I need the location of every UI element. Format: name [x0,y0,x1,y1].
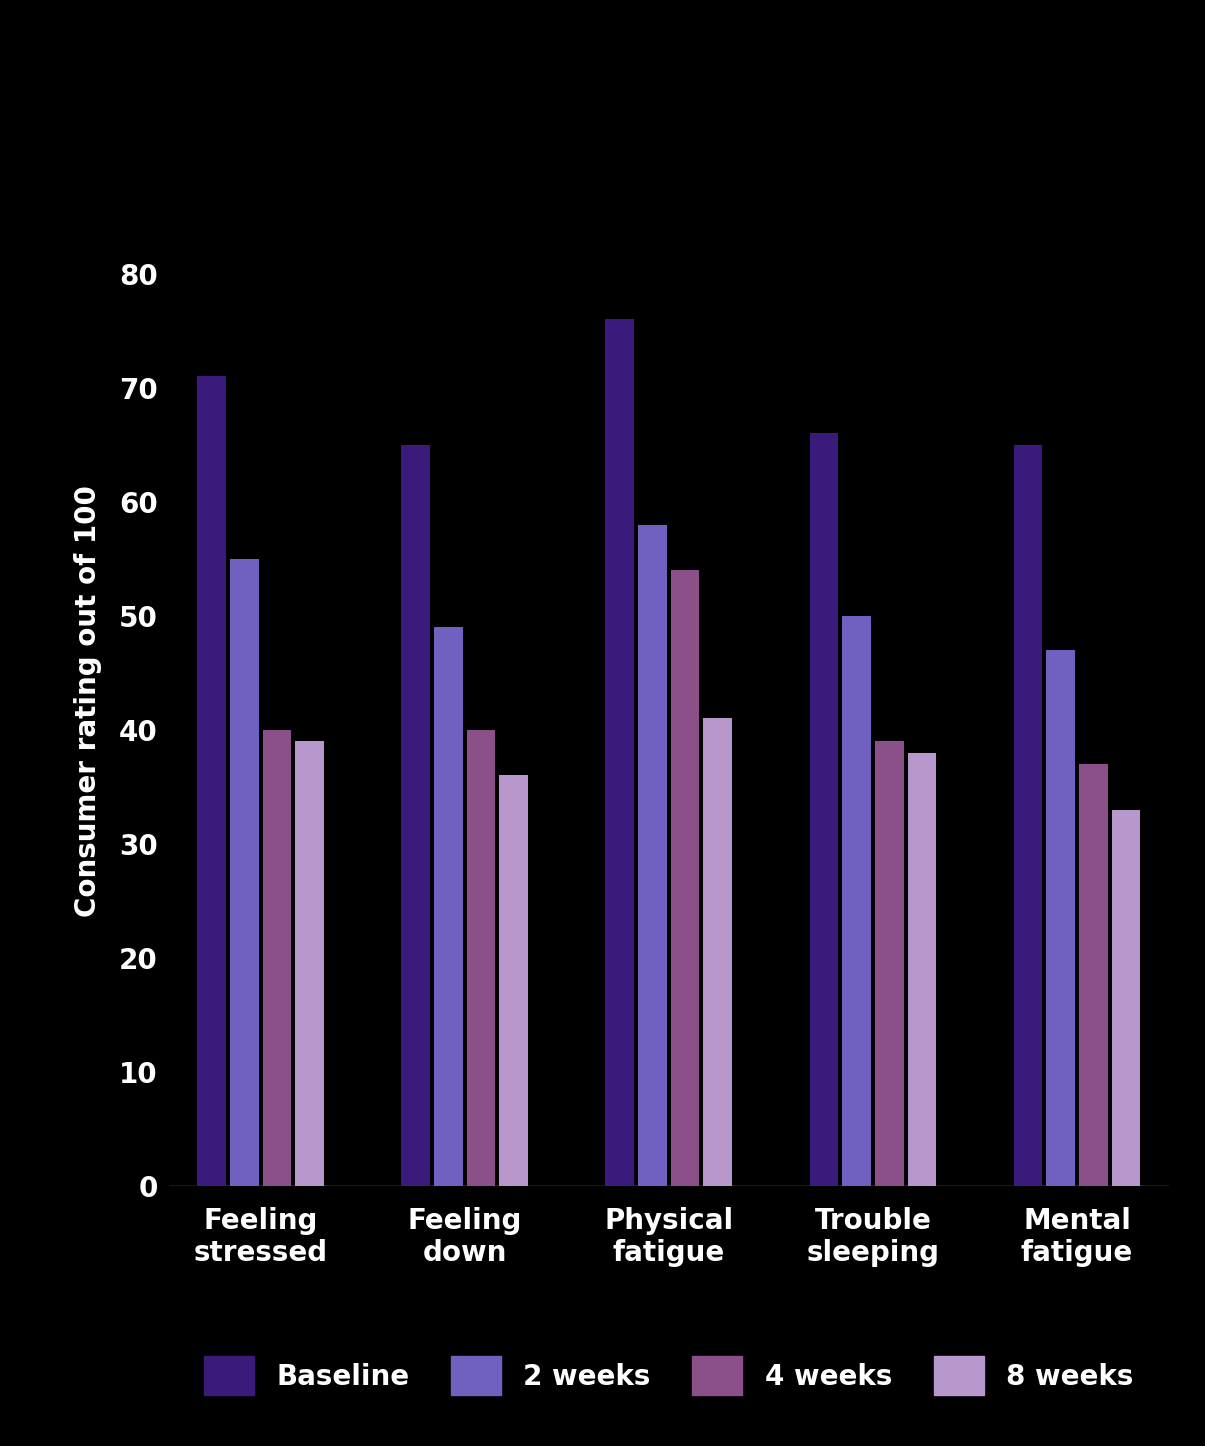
Bar [704,719,733,1186]
Bar [671,570,699,1186]
Bar [401,445,430,1186]
Legend: Baseline, 2 weeks, 4 weeks, 8 weeks: Baseline, 2 weeks, 4 weeks, 8 weeks [193,1345,1145,1407]
Bar [907,752,936,1186]
Bar [466,730,495,1186]
Bar [1046,651,1075,1186]
Y-axis label: Consumer rating out of 100: Consumer rating out of 100 [74,486,102,917]
Bar [499,775,528,1186]
Bar [810,434,839,1186]
Bar [842,616,871,1186]
Bar [1013,445,1042,1186]
Bar [1112,810,1140,1186]
Bar [295,742,324,1186]
Bar [605,320,634,1186]
Bar [198,376,225,1186]
Bar [230,558,259,1186]
Bar [434,628,463,1186]
Bar [639,525,666,1186]
Bar [1078,763,1107,1186]
Bar [875,742,904,1186]
Bar [263,730,292,1186]
